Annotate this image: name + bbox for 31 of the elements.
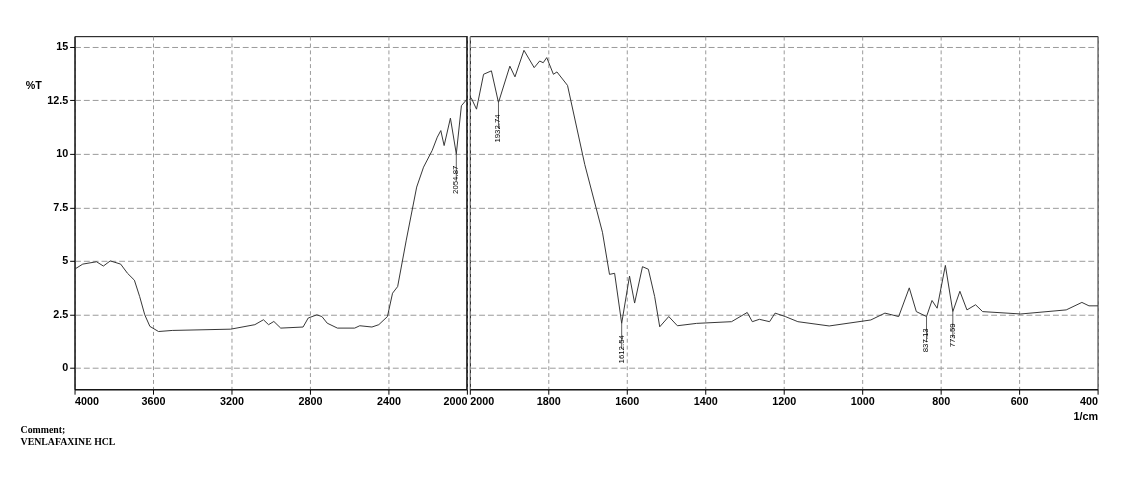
x-axis-title: 1/cm bbox=[1073, 410, 1099, 423]
y-tick-label: 7.5 bbox=[53, 200, 69, 213]
x-tick-label: 1800 bbox=[536, 395, 561, 408]
y-tick-label: 2.5 bbox=[53, 307, 69, 320]
x-tick-label: 2000 bbox=[470, 395, 495, 408]
y-tick-label: 10 bbox=[56, 147, 69, 160]
text: Comment; bbox=[20, 424, 66, 436]
annotation: 1612.54 bbox=[616, 334, 626, 364]
y-axis-title: %T bbox=[25, 78, 43, 91]
x-tick-label: 800 bbox=[932, 395, 951, 408]
annotation: 773.59 bbox=[947, 323, 957, 348]
x-tick-label: 1200 bbox=[772, 395, 797, 408]
x-tick-label: 600 bbox=[1010, 395, 1029, 408]
annotation: 2054.87 bbox=[451, 165, 461, 194]
x-tick-label: 1400 bbox=[693, 395, 718, 408]
annotation: 1932.74 bbox=[493, 113, 503, 143]
y-tick-label: 5 bbox=[62, 254, 69, 267]
x-tick-label: 2000 bbox=[443, 395, 468, 408]
annotation: 837.13 bbox=[921, 327, 931, 353]
text: VENLAFAXINE HCL bbox=[20, 436, 116, 448]
x-tick-label: 2800 bbox=[298, 395, 323, 408]
x-tick-label: 3200 bbox=[220, 395, 244, 408]
x-tick-label: 3600 bbox=[141, 395, 166, 408]
x-tick-label: 1600 bbox=[615, 395, 640, 408]
y-tick-label: 15 bbox=[56, 40, 69, 53]
y-tick-label: 0 bbox=[62, 361, 69, 374]
x-tick-label: 2400 bbox=[376, 395, 401, 408]
x-tick-label: 1000 bbox=[850, 395, 875, 408]
y-tick-label: 12.5 bbox=[47, 93, 69, 106]
x-tick-label: 400 bbox=[1080, 395, 1099, 408]
x-tick-label: 4000 bbox=[75, 395, 99, 408]
